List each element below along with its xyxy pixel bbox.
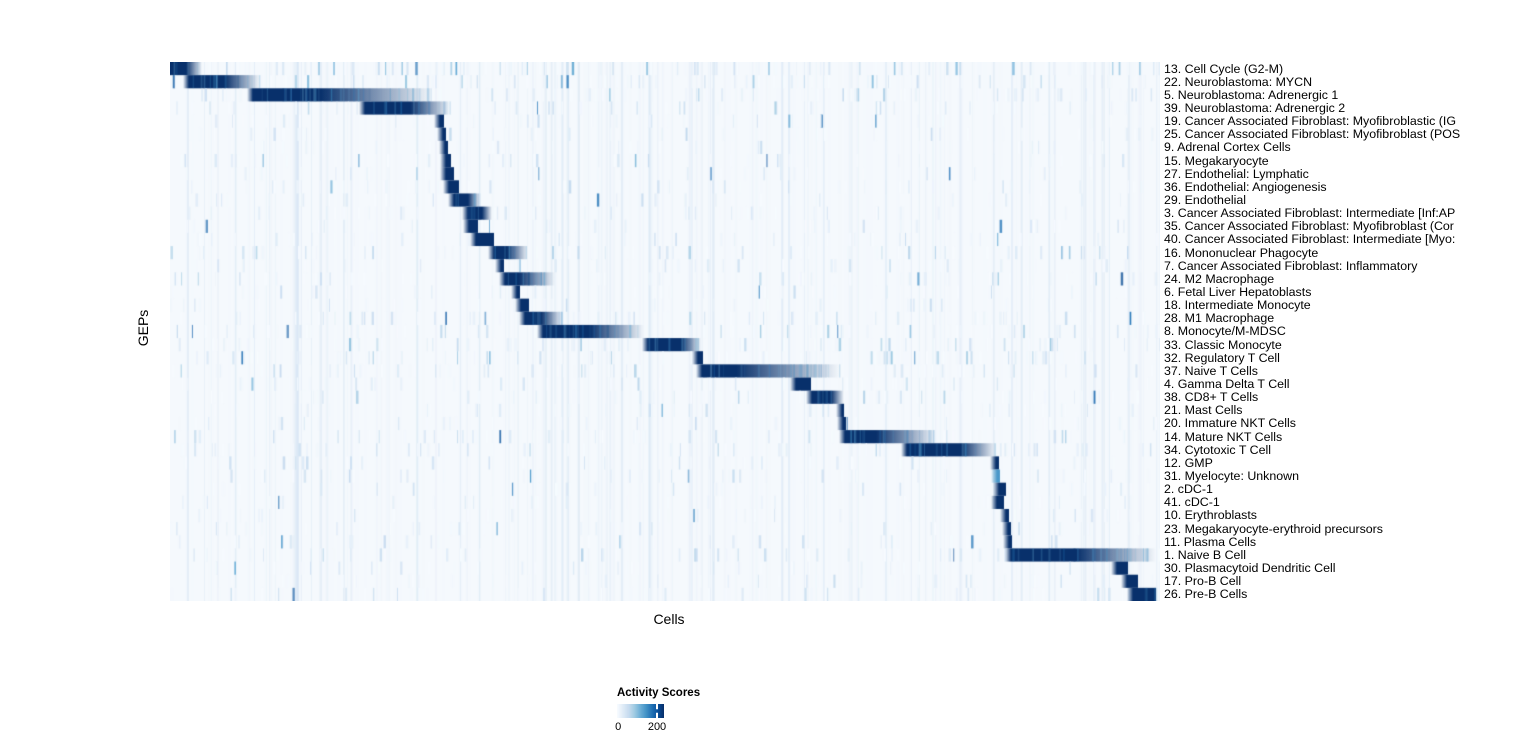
row-label: 2. cDC-1 [1164, 482, 1213, 497]
row-label: 17. Pro-B Cell [1164, 574, 1242, 589]
row-label: 7. Cancer Associated Fibroblast: Inflamm… [1164, 258, 1418, 273]
row-label: 16. Mononuclear Phagocyte [1164, 245, 1319, 260]
row-label: 12. GMP [1164, 455, 1213, 470]
row-label: 38. CD8+ T Cells [1164, 390, 1259, 405]
y-axis-label: GEPs [135, 309, 151, 347]
row-label: 39. Neuroblastoma: Adrenergic 2 [1164, 100, 1346, 115]
row-label: 32. Regulatory T Cell [1164, 350, 1280, 365]
row-label: 6. Fetal Liver Hepatoblasts [1164, 284, 1312, 299]
legend-tick-labels: 0 200 [615, 721, 677, 734]
row-label: 3. Cancer Associated Fibroblast: Interme… [1164, 206, 1456, 221]
legend-colorbar-gradient [617, 704, 664, 718]
row-label: 22. Neuroblastoma: MYCN [1164, 74, 1313, 89]
row-label: 24. M2 Macrophage [1164, 271, 1275, 286]
x-axis-label: Cells [653, 611, 685, 627]
row-label: 13. Cell Cycle (G2-M) [1164, 61, 1284, 76]
row-label: 18. Intermediate Monocyte [1164, 298, 1311, 313]
row-label: 5. Neuroblastoma: Adrenergic 1 [1164, 87, 1339, 102]
row-label: 21. Mast Cells [1164, 403, 1243, 418]
legend: Activity Scores 0 200 [615, 687, 701, 734]
row-label: 36. Endothelial: Angiogenesis [1164, 179, 1327, 194]
row-label: 40. Cancer Associated Fibroblast: Interm… [1164, 232, 1456, 247]
row-label: 37. Naive T Cells [1164, 363, 1258, 378]
legend-max-label: 200 [647, 721, 667, 733]
row-label: 27. Endothelial: Lymphatic [1164, 166, 1309, 181]
row-label: 8. Monocyte/M-MDSC [1164, 324, 1286, 339]
row-label: 25. Cancer Associated Fibroblast: Myofib… [1164, 127, 1461, 142]
heatmap-canvas [170, 62, 1160, 601]
row-labels: 13. Cell Cycle (G2-M) 22. Neuroblastoma: … [1164, 62, 1540, 602]
row-label: 11. Plasma Cells [1164, 534, 1257, 549]
row-label: 23. Megakaryocyte-erythroid precursors [1164, 521, 1383, 536]
row-label: 29. Endothelial [1164, 192, 1246, 207]
row-label: 31. Myelocyte: Unknown [1164, 469, 1299, 484]
row-label: 10. Erythroblasts [1164, 508, 1257, 523]
row-label: 41. cDC-1 [1164, 495, 1220, 510]
legend-colorbar [617, 704, 664, 718]
row-label: 14. Mature NKT Cells [1164, 429, 1283, 444]
row-label: 20. Immature NKT Cells [1164, 416, 1296, 431]
row-label: 30. Plasmacytoid Dendritic Cell [1164, 561, 1336, 576]
row-label: 9. Adrenal Cortex Cells [1164, 140, 1291, 155]
legend-min-label: 0 [615, 721, 622, 733]
row-label: 1. Naive B Cell [1164, 547, 1246, 562]
row-label: 28. M1 Macrophage [1164, 311, 1275, 326]
legend-title: Activity Scores [617, 687, 701, 699]
row-label: 19. Cancer Associated Fibroblast: Myofib… [1164, 114, 1456, 129]
row-label: 15. Megakaryocyte [1164, 153, 1269, 168]
row-label: 34. Cytotoxic T Cell [1164, 442, 1271, 457]
row-label: 33. Classic Monocyte [1164, 337, 1282, 352]
row-label: 26. Pre-B Cells [1164, 587, 1248, 602]
row-label: 4. Gamma Delta T Cell [1164, 377, 1290, 391]
row-label: 35. Cancer Associated Fibroblast: Myofib… [1164, 219, 1454, 234]
legend-tick-line [656, 704, 658, 718]
